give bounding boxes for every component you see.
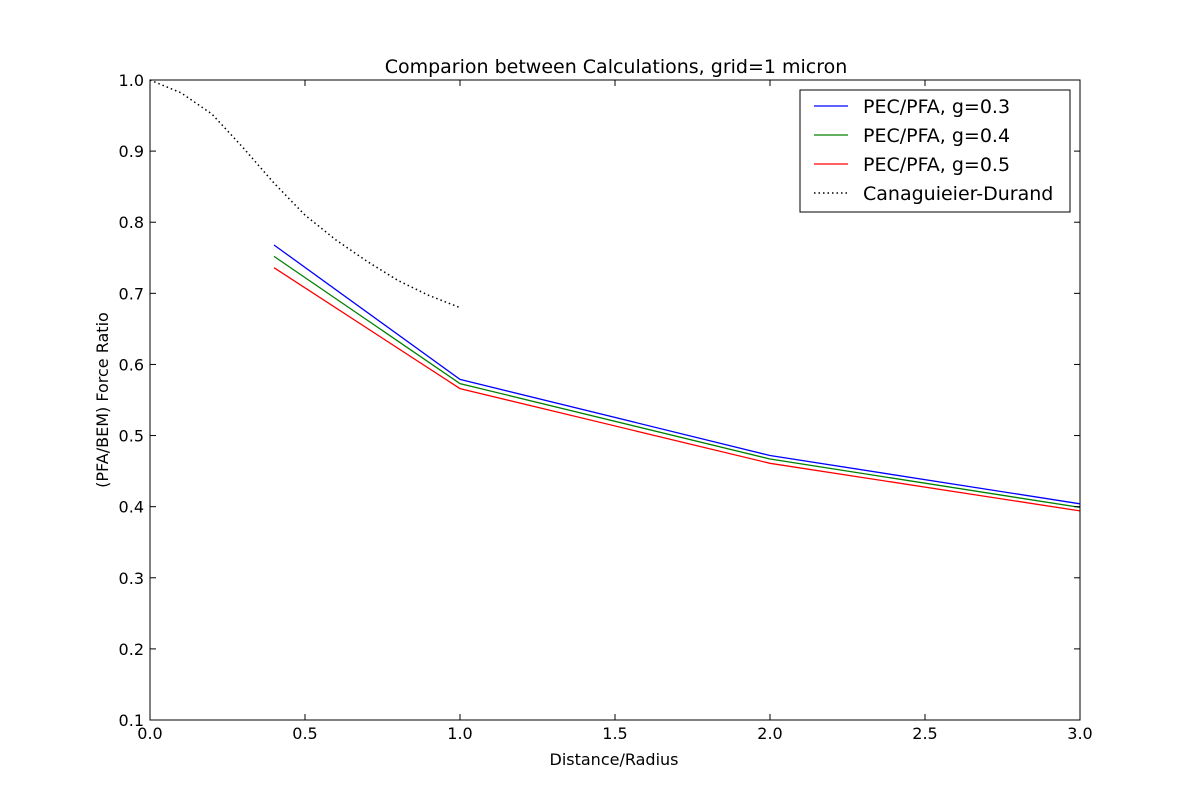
legend-label: PEC/PFA, g=0.4 — [863, 125, 1010, 147]
y-tick-label: 0.6 — [119, 355, 144, 374]
y-tick-label: 0.3 — [119, 569, 144, 588]
series-layer — [149, 79, 1081, 512]
legend-label: PEC/PFA, g=0.5 — [863, 154, 1010, 176]
series-line-0 — [273, 244, 1081, 505]
x-tick-label: 2.5 — [912, 724, 937, 743]
y-tick-label: 0.8 — [119, 213, 144, 232]
x-tick-label: 0.0 — [137, 724, 162, 743]
series-line-2 — [273, 267, 1081, 512]
x-tick-label: 1.0 — [447, 724, 472, 743]
x-tick-label: 0.5 — [292, 724, 317, 743]
legend-label: Canaguieier-Durand — [863, 183, 1053, 205]
x-axis-title: Distance/Radius — [550, 750, 679, 769]
x-tick-label: 3.0 — [1067, 724, 1092, 743]
y-tick-label: 0.1 — [119, 711, 144, 730]
y-tick-label: 1.0 — [119, 71, 144, 90]
y-axis-title: (PFA/BEM) Force Ratio — [93, 312, 112, 488]
y-tick-label: 0.7 — [119, 284, 144, 303]
legend: PEC/PFA, g=0.3 PEC/PFA, g=0.4 PEC/PFA, g=0… — [799, 89, 1071, 213]
legend-label: PEC/PFA, g=0.3 — [863, 96, 1010, 118]
x-tick-label: 2.0 — [757, 724, 782, 743]
series-line-3 — [149, 79, 461, 309]
series-line-1 — [273, 255, 1081, 509]
plot-frame — [149, 79, 1081, 721]
x-tick-label: 1.5 — [602, 724, 627, 743]
chart-title: Comparion between Calculations, grid=1 m… — [385, 56, 848, 78]
y-tick-label: 0.9 — [119, 142, 144, 161]
y-tick-label: 0.2 — [119, 640, 144, 659]
y-tick-label: 0.4 — [119, 498, 144, 517]
legend-box — [799, 89, 1071, 213]
ticks-layer: 0.0 0.5 1.0 1.5 2.0 2.5 3.0 0.1 0.2 0.3 0.4 0.5 0.6 0… — [119, 71, 1093, 743]
y-tick-label: 0.5 — [119, 427, 144, 446]
